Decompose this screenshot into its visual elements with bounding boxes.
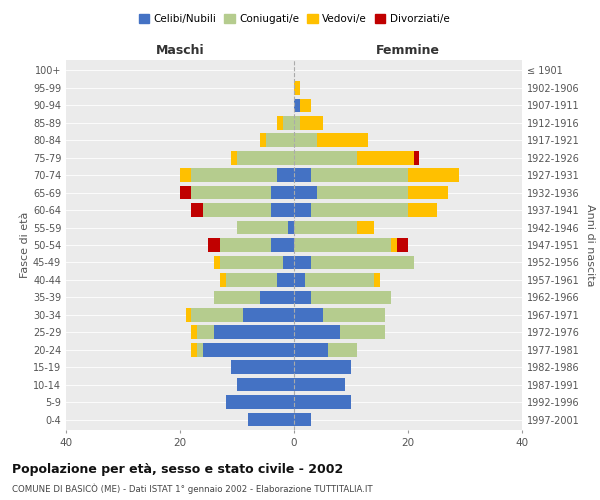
Bar — [271, 238, 294, 252]
Bar — [265, 134, 294, 147]
Bar — [232, 151, 237, 164]
Bar — [294, 343, 328, 356]
Bar — [294, 396, 351, 409]
Bar — [317, 186, 408, 200]
Bar — [248, 412, 294, 426]
Bar — [391, 238, 397, 252]
Bar — [237, 220, 289, 234]
Bar — [356, 220, 374, 234]
Bar — [277, 116, 283, 130]
Bar — [242, 308, 294, 322]
Bar — [311, 168, 408, 182]
Bar — [220, 256, 283, 270]
Bar — [300, 98, 311, 112]
Bar — [180, 168, 191, 182]
Bar — [311, 204, 408, 217]
Bar — [294, 308, 323, 322]
Y-axis label: Anni di nascita: Anni di nascita — [585, 204, 595, 286]
Bar — [374, 273, 380, 286]
Bar — [294, 98, 300, 112]
Bar — [300, 116, 323, 130]
Bar — [214, 326, 294, 339]
Bar — [294, 81, 300, 94]
Bar — [408, 168, 460, 182]
Text: COMUNE DI BASICÒ (ME) - Dati ISTAT 1° gennaio 2002 - Elaborazione TUTTITALIA.IT: COMUNE DI BASICÒ (ME) - Dati ISTAT 1° ge… — [12, 484, 373, 494]
Bar — [294, 116, 300, 130]
Bar — [294, 134, 317, 147]
Bar — [294, 168, 311, 182]
Bar — [214, 290, 260, 304]
Legend: Celibi/Nubili, Coniugati/e, Vedovi/e, Divorziati/e: Celibi/Nubili, Coniugati/e, Vedovi/e, Di… — [134, 10, 454, 28]
Bar — [191, 326, 197, 339]
Bar — [294, 204, 311, 217]
Bar — [323, 308, 385, 322]
Text: Femmine: Femmine — [376, 44, 440, 57]
Bar — [271, 186, 294, 200]
Bar — [277, 168, 294, 182]
Bar — [294, 378, 346, 392]
Bar — [294, 290, 311, 304]
Bar — [294, 326, 340, 339]
Bar — [414, 151, 419, 164]
Bar — [226, 396, 294, 409]
Bar — [191, 204, 203, 217]
Bar — [271, 204, 294, 217]
Bar — [294, 151, 356, 164]
Bar — [317, 134, 368, 147]
Bar — [356, 151, 414, 164]
Bar — [191, 343, 197, 356]
Bar — [408, 186, 448, 200]
Bar — [283, 256, 294, 270]
Bar — [260, 290, 294, 304]
Bar — [203, 204, 271, 217]
Bar — [209, 238, 220, 252]
Bar — [180, 186, 191, 200]
Bar — [340, 326, 385, 339]
Bar — [197, 343, 203, 356]
Bar — [191, 308, 242, 322]
Text: Popolazione per età, sesso e stato civile - 2002: Popolazione per età, sesso e stato civil… — [12, 462, 343, 475]
Bar — [311, 256, 414, 270]
Bar — [214, 256, 220, 270]
Bar — [260, 134, 265, 147]
Bar — [294, 186, 317, 200]
Bar — [191, 168, 277, 182]
Bar — [294, 220, 356, 234]
Bar — [277, 273, 294, 286]
Bar — [397, 238, 408, 252]
Bar — [226, 273, 277, 286]
Bar — [289, 220, 294, 234]
Bar — [237, 151, 294, 164]
Bar — [203, 343, 294, 356]
Bar — [328, 343, 356, 356]
Bar — [294, 360, 351, 374]
Y-axis label: Fasce di età: Fasce di età — [20, 212, 30, 278]
Bar — [283, 116, 294, 130]
Bar — [220, 238, 271, 252]
Bar — [232, 360, 294, 374]
Text: Maschi: Maschi — [155, 44, 205, 57]
Bar — [294, 273, 305, 286]
Bar — [191, 186, 271, 200]
Bar — [237, 378, 294, 392]
Bar — [186, 308, 191, 322]
Bar — [305, 273, 374, 286]
Bar — [408, 204, 437, 217]
Bar — [294, 238, 391, 252]
Bar — [197, 326, 214, 339]
Bar — [220, 273, 226, 286]
Bar — [294, 412, 311, 426]
Bar — [311, 290, 391, 304]
Bar — [294, 256, 311, 270]
